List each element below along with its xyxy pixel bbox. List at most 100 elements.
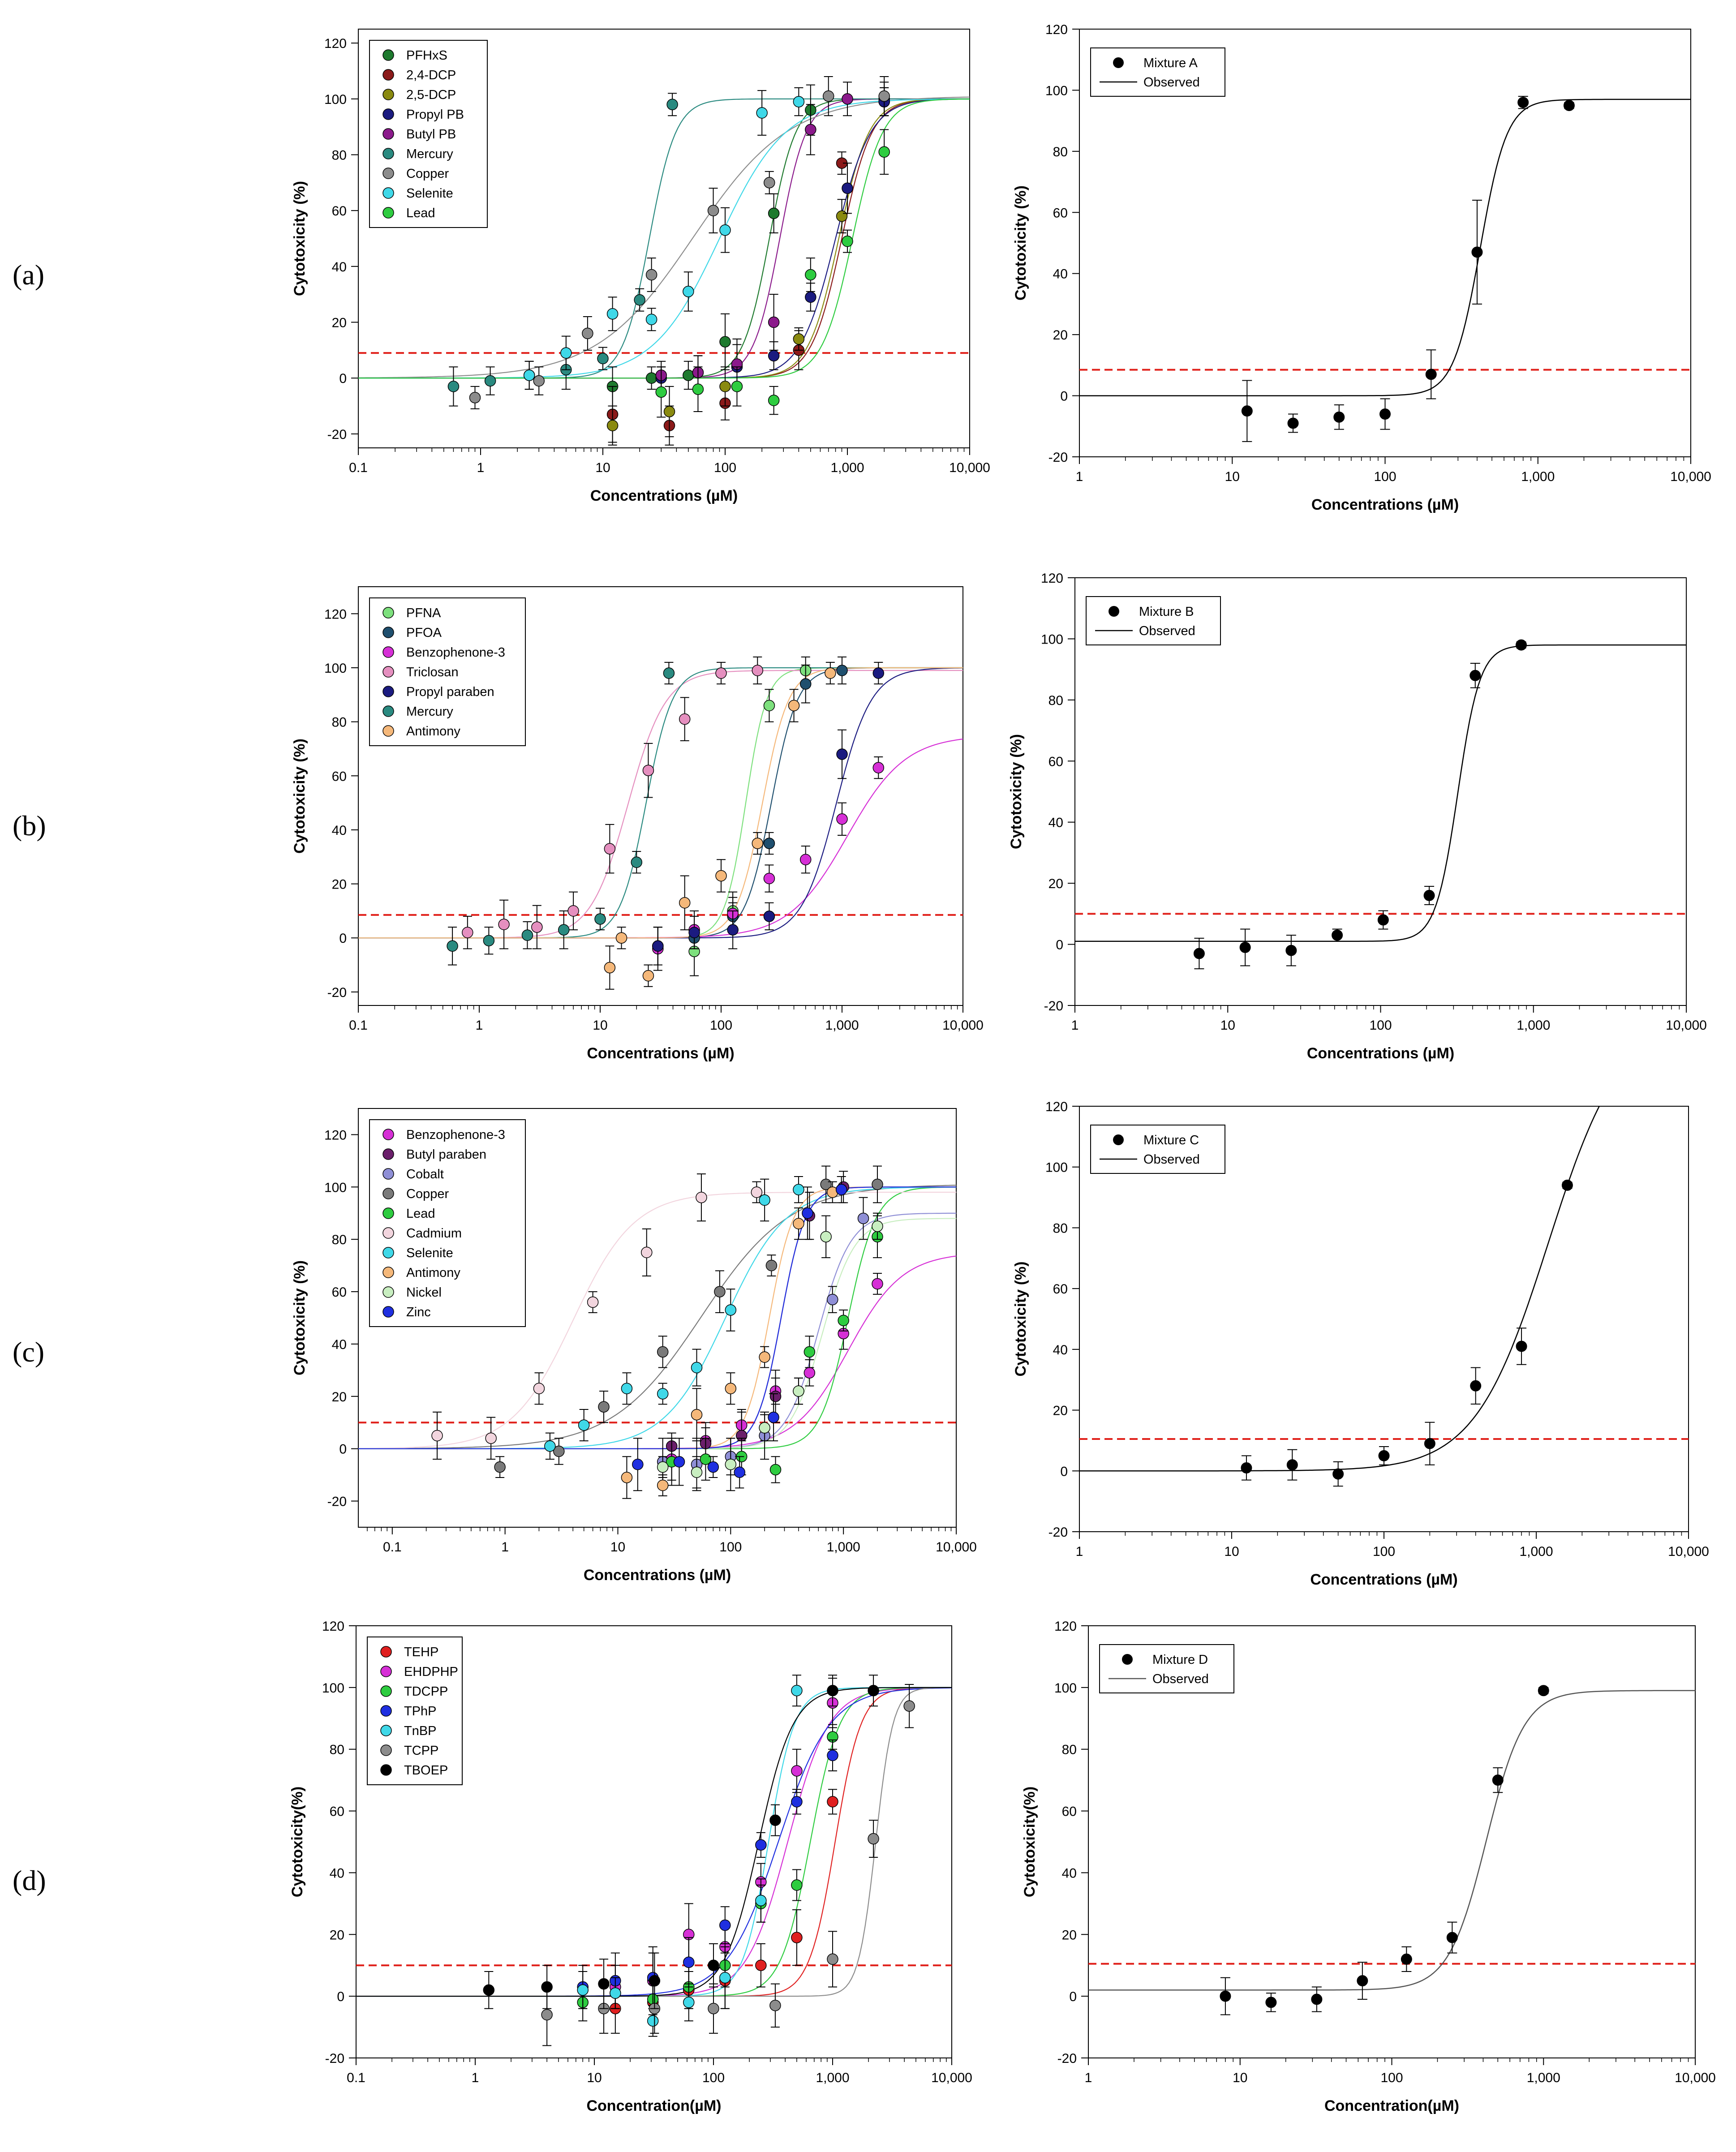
data-point [804,1367,816,1379]
panel-label-b: (b) [13,810,46,842]
legend-marker [382,128,394,140]
legend-marker [382,69,394,81]
fit-curve [1079,1106,1600,1472]
y-tick-label: 120 [1041,571,1063,586]
x-tick-label: 100 [1373,1544,1395,1559]
data-point [606,420,619,431]
legend-label: Benzophenone-3 [406,1128,505,1142]
y-tick-label: 60 [1053,206,1068,220]
x-tick-label: 1,000 [1521,469,1555,484]
x-axis-title: Concentration(µM) [586,2097,721,2114]
x-tick-label: 100 [1374,469,1396,484]
data-point [641,1246,653,1259]
y-tick-label: 60 [1048,754,1063,769]
data-point [707,205,719,216]
y-tick-label: 20 [332,1390,347,1405]
legend-label: Mercury [406,704,453,719]
legend-label: Propyl PB [406,107,464,122]
x-tick-label: 1 [1085,2070,1092,2085]
data-point [642,970,654,982]
x-tick-label: 1,000 [827,1540,860,1555]
y-tick-label: 120 [1045,22,1068,37]
x-axis-title: Concentrations (µM) [1307,1045,1454,1062]
data-point [1285,945,1297,956]
data-point [1265,1997,1277,2008]
data-point [872,1178,883,1190]
y-tick-label: 80 [332,1233,347,1247]
chart-a-left: 0.1 1 10 100 1,000 10,000 -20 0 20 40 60 80 100 120 Co… [291,29,990,504]
data-point [725,1383,737,1395]
x-tick-label: 100 [710,1018,732,1033]
x-tick-label: 1 [1071,1018,1079,1033]
legend-label: Copper [406,1187,449,1201]
legend-marker [382,168,394,179]
data-point [838,1314,849,1327]
data-point [765,1259,778,1271]
data-point [578,1419,590,1431]
data-point [1378,1450,1390,1461]
x-tick-label: 10,000 [949,460,990,475]
data-point [447,381,460,392]
data-point [791,1932,803,1943]
data-point [655,386,667,398]
y-axis-title: Cytotoxicity(%) [289,1787,306,1897]
data-point [1563,100,1575,112]
legend-marker [382,1148,394,1160]
data-point [1424,1438,1435,1449]
x-axis-title: Concentrations (µM) [584,1567,731,1584]
legend-marker [1113,1134,1124,1145]
data-point [544,1440,556,1452]
legend-marker [382,148,394,159]
data-point [1446,1932,1458,1943]
x-tick-label: 0.1 [349,1018,368,1033]
legend-marker [380,1725,392,1736]
data-point [1332,929,1343,941]
y-tick-label: -20 [327,985,347,1000]
x-tick-label: 0.1 [349,460,368,475]
data-point [769,2000,781,2011]
data-point [752,838,764,849]
data-point [805,291,816,303]
data-point [683,1997,695,2008]
data-point [825,667,836,679]
data-point [755,1894,767,1907]
y-tick-label: 20 [332,316,347,331]
chart-b-left: 0.1 1 10 100 1,000 10,000 -20 0 20 40 60 80 100 120 Co… [291,586,984,1062]
x-tick-label: 100 [702,2070,725,2085]
data-point [484,375,496,387]
data-point [872,1220,883,1232]
legend-marker [380,1744,392,1756]
data-point [462,927,473,938]
data-point [827,1749,838,1761]
data-point [725,1459,737,1470]
data-point [842,182,853,194]
legend-label-mixture: Mixture D [1152,1653,1208,1667]
data-point [657,1346,669,1358]
data-point [1516,1340,1527,1352]
y-tick-label: 0 [1069,1989,1077,2004]
y-tick-label: 20 [1048,876,1063,891]
data-point [663,406,675,417]
plot-frame [356,1625,952,2058]
fit-curve [1088,1690,1695,1991]
y-tick-label: 80 [332,715,347,730]
data-point [842,93,853,105]
x-tick-label: 10,000 [942,1018,984,1033]
data-point [1357,1975,1368,1987]
x-tick-label: 1,000 [1519,1544,1553,1559]
chart-b-right: 1 10 100 1,000 10,000 -20 0 20 40 60 80 100 120 Conce… [1008,571,1707,1062]
data-point [827,1796,838,1808]
data-point [802,1207,813,1219]
legend-marker [382,607,394,619]
chart-a-right: 1 10 100 1,000 10,000 -20 0 20 40 60 80 100 120 Conce… [1012,22,1711,513]
data-point [793,1218,804,1229]
legend-label: Selenite [406,1246,453,1260]
data-point [431,1430,443,1442]
data-point [606,308,619,320]
y-tick-label: 100 [1045,83,1068,98]
legend-label-observed: Observed [1139,624,1195,638]
y-tick-label: 20 [330,1928,344,1942]
data-point [567,905,579,917]
legend-marker [380,1685,392,1697]
y-tick-label: -20 [327,427,347,442]
